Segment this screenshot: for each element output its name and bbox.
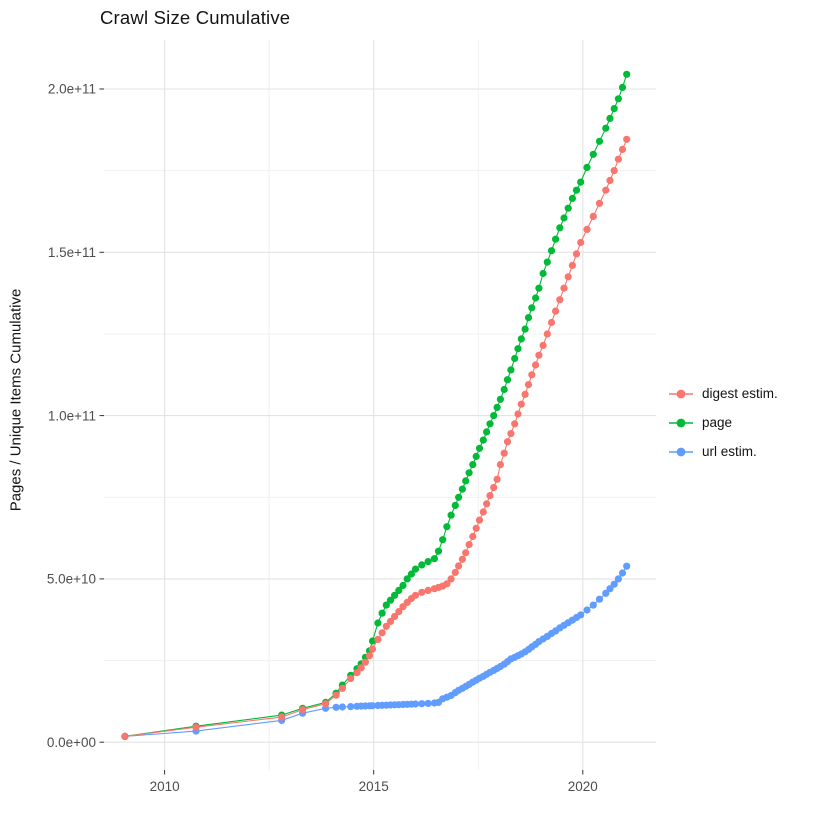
legend-item-page[interactable]: page <box>668 408 778 437</box>
y-tick-label: 2.0e+11 <box>48 82 96 97</box>
legend-item-digest-estim[interactable]: digest estim. <box>668 379 778 408</box>
x-tick-label: 2010 <box>150 779 180 794</box>
legend-key-url-icon <box>669 447 693 456</box>
legend-label-digest-estim: digest estim. <box>702 386 778 401</box>
legend-label-page: page <box>702 415 733 430</box>
legend-item-url-estim[interactable]: url estim. <box>668 437 778 466</box>
legend-key-page-icon <box>669 418 693 427</box>
x-tick-label: 2020 <box>568 779 598 794</box>
y-tick-label: 1.5e+11 <box>48 245 96 260</box>
legend-label-url-estim: url estim. <box>702 444 757 459</box>
legend: digest estim. page url estim. <box>668 379 778 466</box>
gridlines-major <box>104 40 656 770</box>
x-tick-label: 2015 <box>359 779 389 794</box>
legend-key-digest-icon <box>669 389 693 398</box>
y-tick-label: 1.0e+11 <box>48 408 96 423</box>
chart-title: Crawl Size Cumulative <box>100 7 291 28</box>
y-axis: 0.0e+00 5.0e+10 1.0e+11 1.5e+11 2.0e+11 <box>47 82 104 750</box>
y-tick-label: 0.0e+00 <box>47 735 96 750</box>
y-tick-label: 5.0e+10 <box>47 572 96 587</box>
series-url-estim- <box>121 562 631 741</box>
series-page <box>121 70 631 741</box>
x-axis: 2010 2015 2020 <box>150 770 598 794</box>
series-digest-estim- <box>121 135 631 741</box>
gridlines-minor <box>104 40 656 770</box>
